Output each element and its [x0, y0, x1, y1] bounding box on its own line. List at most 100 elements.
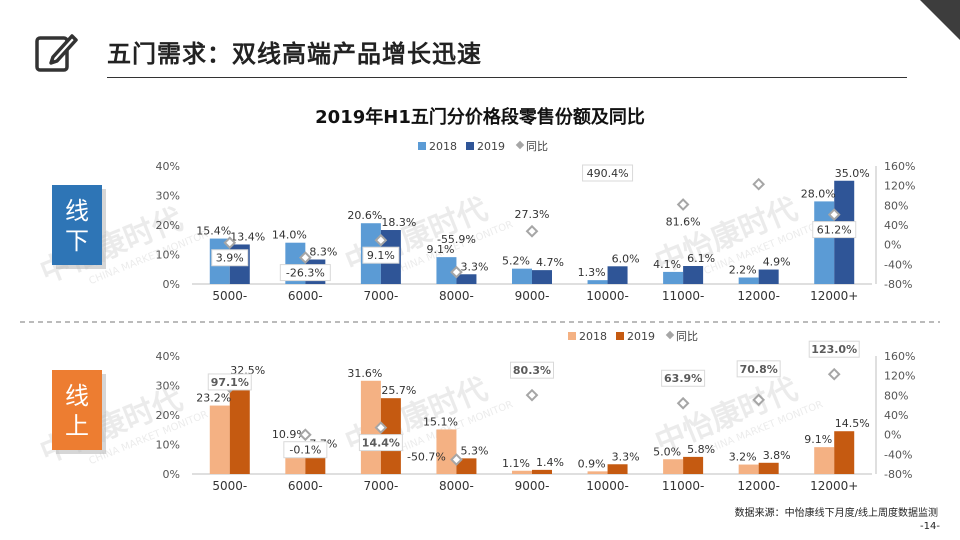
yoy-label: 3.9%: [216, 252, 244, 265]
source-note: 数据来源：中怡康线下月度/线上周度数据监测: [734, 508, 938, 519]
y-tick-label: 10%: [156, 439, 180, 452]
category-label: 11000-: [662, 479, 705, 493]
category-label: 9000-: [515, 479, 550, 493]
yoy-label-box: [283, 441, 328, 459]
value-label-2018: 14.0%: [272, 229, 307, 242]
bar-2019: [607, 266, 628, 284]
yoy-marker: [827, 367, 841, 381]
bar-2018: [209, 405, 230, 474]
bar-2018: [814, 447, 835, 474]
category-label: 12000+: [810, 479, 858, 493]
y-tick-label: 10%: [156, 249, 180, 262]
value-label-2018: 3.2%: [729, 451, 757, 464]
bar-2018: [663, 459, 684, 474]
category-label: 10000-: [586, 289, 629, 303]
yoy-label: -26.3%: [286, 267, 325, 280]
value-label-2019: 8.3%: [309, 246, 337, 259]
y2-tick-label: -40%: [884, 258, 912, 271]
value-label-2019: 13.4%: [230, 230, 265, 243]
value-label-2018: 10.9%: [272, 428, 307, 441]
value-label-2018: 1.3%: [578, 266, 606, 279]
category-label: 11000-: [662, 289, 705, 303]
yoy-marker: [525, 388, 539, 402]
value-label-2018: 2.2%: [729, 264, 757, 277]
yoy-label: 14.4%: [362, 437, 400, 450]
y2-tick-label: 80%: [884, 199, 908, 212]
category-label: 5000-: [212, 289, 247, 303]
value-label-2019: 3.8%: [763, 449, 791, 462]
yoy-label: -55.9%: [437, 233, 476, 246]
category-label: 12000+: [810, 289, 858, 303]
category-label: 6000-: [288, 289, 323, 303]
yoy-label: 9.1%: [367, 249, 395, 262]
yoy-marker: [374, 233, 388, 247]
yoy-marker: [298, 428, 312, 442]
value-label-2018: 1.1%: [502, 457, 530, 470]
y2-tick-label: 40%: [884, 409, 908, 422]
edit-pencil-icon: [35, 34, 78, 72]
yoy-marker: [450, 453, 463, 466]
bar-2019: [683, 456, 704, 474]
category-label: 6000-: [288, 479, 323, 493]
y2-tick-label: 120%: [884, 180, 915, 193]
category-label: 8000-: [439, 479, 474, 493]
yoy-label-box: [736, 360, 781, 378]
value-label-2019: 1.4%: [536, 456, 564, 469]
bar-2019: [532, 469, 552, 474]
yoy-marker: [752, 177, 766, 191]
yoy-label: 123.0%: [811, 343, 857, 356]
bar-2019: [456, 458, 477, 474]
value-label-2019: 14.5%: [835, 417, 870, 430]
legend-marker-yoy: [515, 140, 525, 150]
bar-2019: [683, 266, 704, 284]
yoy-label-box: [211, 249, 249, 267]
page-title: 五门需求：双线高端产品增长迅速: [107, 40, 482, 68]
y2-tick-label: -80%: [884, 278, 912, 291]
y2-tick-label: 160%: [884, 160, 915, 173]
y-tick-label: 20%: [156, 409, 180, 422]
value-label-2019: 4.9%: [763, 256, 791, 269]
value-label-2019: 3.3%: [460, 260, 488, 273]
channel-badge-char: 上: [65, 412, 89, 440]
y2-tick-label: 160%: [884, 350, 915, 363]
y2-tick-label: 0%: [884, 429, 901, 442]
bar-2018: [436, 257, 457, 284]
yoy-label-box: [582, 164, 634, 182]
bar-2018: [738, 464, 759, 474]
y-tick-label: 20%: [156, 219, 180, 232]
value-label-2018: 5.2%: [502, 255, 530, 268]
category-label: 7000-: [363, 479, 398, 493]
value-label-2018: 15.1%: [423, 415, 458, 428]
bar-2019: [532, 270, 552, 284]
value-label-2018: 31.6%: [347, 367, 382, 380]
yoy-marker: [450, 265, 463, 279]
yoy-label: 61.2%: [817, 224, 852, 237]
y-tick-label: 0%: [163, 278, 180, 291]
yoy-marker: [827, 208, 841, 221]
y2-tick-label: 0%: [884, 239, 901, 252]
legend-label-yoy: 同比: [526, 140, 548, 153]
yoy-label: 490.4%: [587, 167, 629, 180]
category-label: 8000-: [439, 289, 474, 303]
chart-title: 2019年H1五门分价格段零售份额及同比: [315, 107, 645, 128]
legend-marker-yoy: [665, 330, 675, 340]
channel-badge: [52, 185, 102, 265]
value-label-2018: 9.1%: [804, 433, 832, 446]
yoy-marker: [374, 421, 388, 434]
y-tick-label: 30%: [156, 190, 180, 203]
legend-label-2018: 2018: [429, 140, 457, 153]
legend-swatch-2019: [466, 142, 474, 150]
bar-2018: [663, 271, 684, 284]
value-label-2019: 5.8%: [687, 443, 715, 456]
y2-tick-label: 120%: [884, 370, 915, 383]
bar-2019: [229, 378, 250, 474]
bar-2018: [436, 429, 457, 474]
value-label-2018: 15.4%: [196, 225, 231, 238]
category-label: 7000-: [363, 289, 398, 303]
legend-label-yoy: 同比: [676, 330, 698, 343]
yoy-marker: [223, 236, 237, 250]
yoy-label: 80.3%: [513, 364, 551, 377]
value-label-2019: 3.3%: [612, 450, 640, 463]
yoy-marker: [525, 224, 539, 238]
